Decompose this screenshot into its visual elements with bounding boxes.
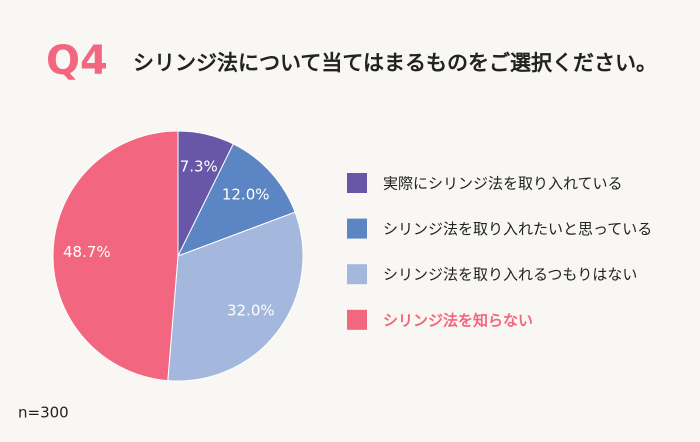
legend-label: シリンジ法を知らない (383, 311, 533, 329)
data-label: 7.3% (180, 158, 218, 176)
data-label: 32.0% (227, 302, 275, 320)
chart-subtitle: シリンジ法について当てはまるものをご選択ください。 (133, 51, 657, 75)
legend-swatch (347, 309, 367, 330)
annotation: n=300 (18, 404, 69, 422)
data-label: 48.7% (63, 243, 111, 261)
pie-slice (52, 130, 179, 382)
legend-label: シリンジ法を取り入れたいと思っている (383, 220, 652, 238)
chart-title: Q4 (46, 38, 108, 84)
pie-slice (176, 143, 296, 257)
legend-swatch (347, 218, 367, 239)
legend-swatch (347, 173, 367, 193)
legend-swatch (347, 264, 367, 285)
legend-label: シリンジ法を取り入れるつもりはない (383, 266, 637, 284)
data-label: 12.0% (222, 185, 270, 203)
legend-label: 実際にシリンジ法を取り入れている (383, 175, 623, 193)
pie-slice (167, 211, 304, 382)
